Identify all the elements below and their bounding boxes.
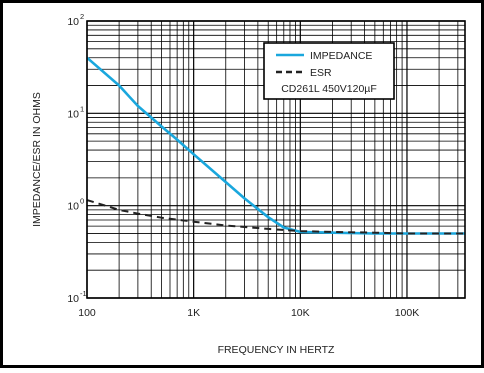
y-axis-label: IMPEDANCE/ESR IN OHMS: [31, 92, 43, 227]
x-tick-label: 1K: [187, 307, 200, 319]
y-tick-exponent: 1: [80, 104, 84, 113]
x-axis-label: FREQUENCY IN HERTZ: [218, 344, 335, 356]
x-tick-label: 100: [78, 307, 96, 319]
legend-label-esr: ESR: [310, 67, 332, 79]
y-tick-label: 10: [67, 201, 79, 213]
y-tick-exponent: -1: [80, 289, 87, 298]
legend-label-impedance: IMPEDANCE: [310, 50, 372, 62]
x-tick-label: 100K: [395, 307, 420, 319]
legend-box: [263, 42, 395, 100]
legend-part-number: CD261L 450V120µF: [281, 83, 377, 95]
series-line-esr: [86, 199, 465, 235]
legend: IMPEDANCE ESR CD261L 450V120µF: [263, 42, 395, 100]
plot-border: [86, 20, 466, 299]
x-tick-label: 10K: [291, 307, 310, 319]
series-layer: [86, 56, 465, 235]
y-tick-label: 10: [67, 293, 79, 305]
y-tick-label: 10: [67, 16, 79, 28]
y-tick-label: 10: [67, 108, 79, 120]
y-tick-exponent: 0: [80, 197, 84, 206]
y-tick-exponent: 2: [80, 12, 84, 21]
